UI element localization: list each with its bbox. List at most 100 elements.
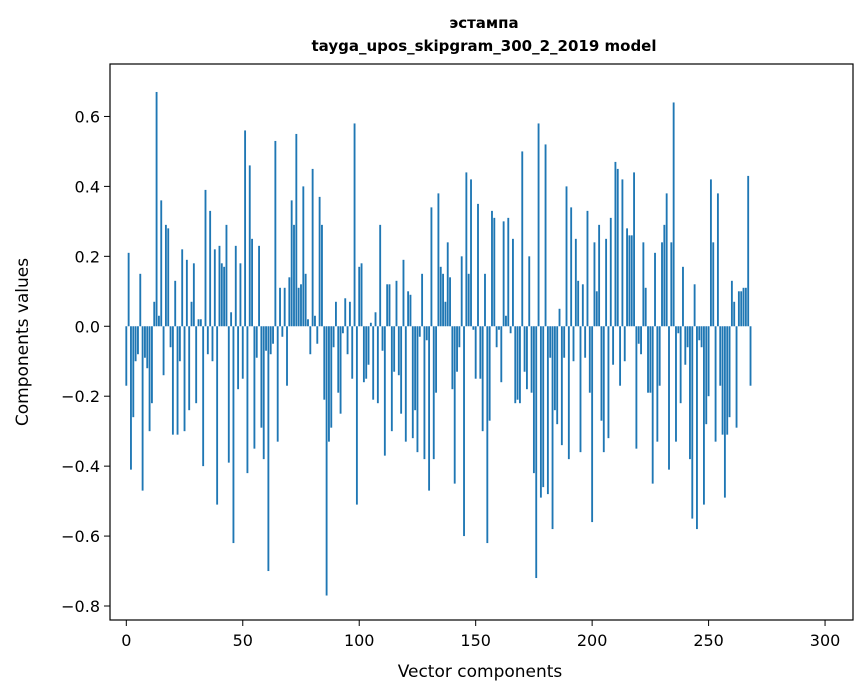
- bar: [393, 326, 396, 372]
- bar: [626, 228, 628, 327]
- bar: [195, 326, 198, 404]
- bars-group: [125, 91, 752, 596]
- bar: [239, 263, 242, 327]
- bar: [281, 326, 284, 337]
- bar: [153, 301, 156, 327]
- bar: [530, 326, 533, 393]
- bar: [274, 140, 277, 327]
- bar: [220, 263, 223, 327]
- bar: [400, 326, 403, 414]
- bar: [593, 242, 596, 327]
- bar: [185, 259, 188, 327]
- bar: [705, 326, 708, 425]
- bar: [311, 168, 314, 327]
- bar: [223, 266, 226, 327]
- bar: [572, 326, 575, 362]
- bar: [404, 326, 407, 442]
- bar: [286, 326, 288, 386]
- bar: [649, 326, 652, 393]
- bar: [164, 224, 167, 327]
- bar: [141, 326, 144, 491]
- x-tick-label: 100: [344, 631, 375, 650]
- bar: [402, 259, 405, 327]
- bar: [330, 326, 333, 428]
- bar: [251, 238, 254, 327]
- bar: [316, 326, 319, 344]
- bar: [656, 326, 659, 442]
- bar: [181, 249, 184, 327]
- bar: [598, 224, 601, 327]
- bar: [614, 161, 617, 327]
- bar: [712, 242, 715, 327]
- bar: [358, 266, 361, 327]
- bar: [241, 326, 244, 379]
- bar: [130, 326, 132, 470]
- bar: [528, 256, 531, 327]
- bar: [225, 224, 228, 327]
- bar: [491, 210, 493, 327]
- bar: [584, 326, 587, 358]
- bar: [171, 326, 174, 435]
- bar: [616, 168, 619, 327]
- bar: [335, 301, 337, 327]
- bar: [230, 312, 233, 327]
- bar: [374, 312, 377, 327]
- bar: [698, 326, 701, 341]
- bar: [663, 224, 666, 327]
- bar: [744, 287, 747, 327]
- bar: [435, 326, 438, 393]
- bar: [521, 151, 524, 327]
- bar: [365, 326, 368, 379]
- bar: [549, 326, 552, 358]
- bar: [484, 273, 486, 327]
- bar: [635, 326, 638, 449]
- bar: [341, 326, 344, 334]
- bar: [279, 287, 281, 327]
- bar: [605, 238, 608, 327]
- bar: [726, 326, 729, 435]
- bar: [733, 301, 736, 327]
- bar: [721, 326, 724, 435]
- bar: [144, 326, 146, 358]
- bar: [309, 326, 312, 355]
- bar: [428, 326, 431, 491]
- y-tick-label: −0.2: [61, 387, 100, 406]
- bar: [213, 249, 216, 327]
- bar: [407, 291, 410, 327]
- bar: [465, 172, 468, 327]
- bar: [467, 273, 470, 327]
- bar: [560, 326, 563, 446]
- bar: [355, 326, 358, 505]
- bar: [283, 287, 286, 327]
- bar: [372, 326, 375, 400]
- bar: [500, 326, 503, 383]
- bar: [535, 326, 538, 579]
- bar: [453, 326, 456, 484]
- bar: [262, 326, 265, 460]
- bar: [197, 319, 200, 327]
- bar: [451, 326, 454, 390]
- chart-subtitle: tayga_upos_skipgram_300_2_2019 model: [312, 37, 657, 55]
- bar: [579, 326, 582, 453]
- bar: [703, 326, 705, 505]
- bar: [178, 326, 181, 362]
- bar: [423, 326, 426, 460]
- bar: [677, 326, 680, 334]
- bar: [574, 238, 577, 327]
- bar: [269, 326, 272, 355]
- bar: [167, 228, 170, 327]
- bar: [232, 326, 235, 544]
- bar: [542, 326, 545, 488]
- bar: [684, 326, 687, 365]
- bar: [125, 326, 128, 386]
- bar: [302, 186, 305, 327]
- bar: [246, 326, 249, 474]
- bar: [449, 277, 451, 327]
- bar: [523, 326, 526, 372]
- bar: [586, 210, 589, 327]
- bar: [544, 144, 547, 327]
- bar: [556, 326, 559, 425]
- bar: [137, 326, 139, 355]
- bar: [693, 284, 696, 327]
